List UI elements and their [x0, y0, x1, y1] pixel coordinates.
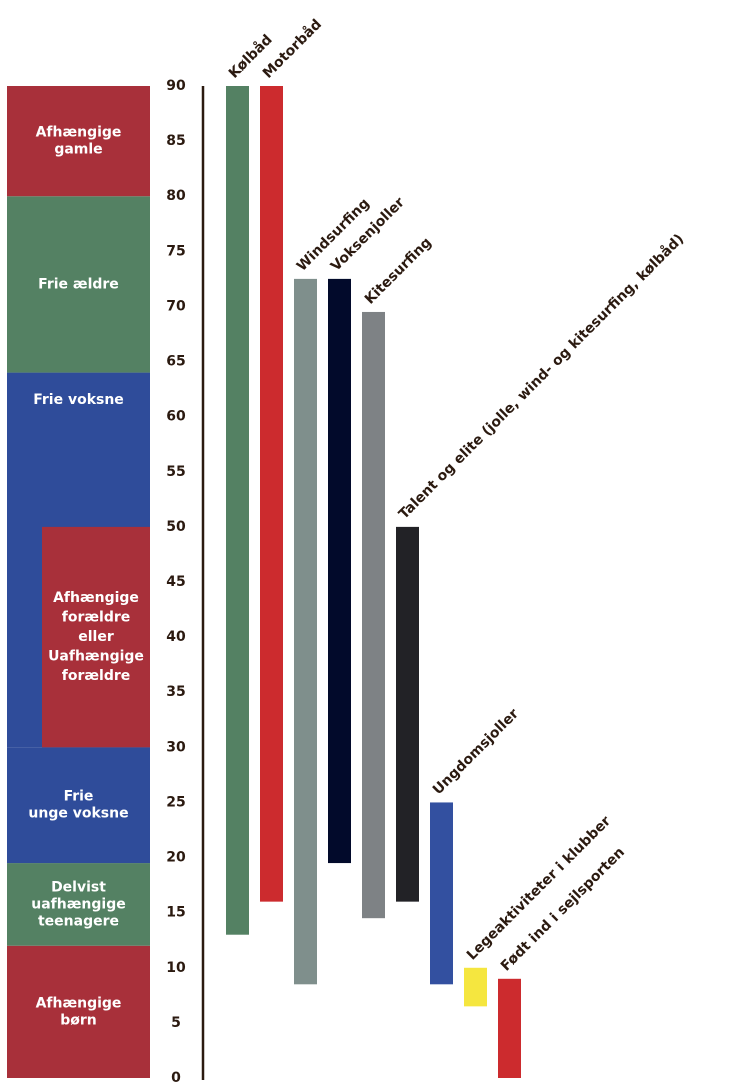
range-bar	[396, 526, 419, 902]
y-tick-label: 85	[166, 133, 185, 149]
stage-label: forældre	[62, 668, 131, 684]
stage-label: Afhængige	[36, 125, 122, 141]
y-tick-label: 90	[166, 78, 186, 94]
y-tick-label: 75	[166, 243, 185, 259]
stage-block	[7, 86, 150, 197]
bar-label: Kitesurfing	[362, 234, 435, 307]
range-bar	[328, 278, 351, 864]
bar-label: Talent og elite (jolle, wind- og kitesur…	[395, 230, 687, 522]
range-bar	[294, 278, 317, 985]
range-bar	[260, 86, 283, 902]
y-tick-label: 25	[166, 794, 185, 810]
y-tick-label: 30	[166, 739, 186, 755]
stage-label: Afhængige	[53, 590, 139, 606]
stage-label: børn	[60, 1012, 97, 1028]
stage-block	[7, 747, 150, 864]
y-tick-label: 70	[166, 298, 186, 314]
range-bar	[226, 86, 249, 935]
y-tick-label: 45	[166, 574, 185, 590]
stage-label: Frie ældre	[38, 276, 119, 292]
stage-block	[7, 196, 150, 373]
stage-label: Uafhængige	[48, 649, 144, 665]
y-tick-label: 60	[166, 409, 186, 425]
stage-label: teenagere	[38, 913, 119, 929]
range-bar	[464, 967, 487, 1007]
y-tick-label: 50	[166, 519, 186, 535]
range-bar	[498, 978, 521, 1078]
y-tick-label: 0	[171, 1070, 181, 1086]
range-bar	[430, 802, 453, 985]
stage-label: Delvist	[51, 879, 106, 895]
stage-label: forældre	[62, 610, 131, 626]
stage-block	[7, 863, 150, 946]
stage-label: uafhængige	[31, 896, 125, 912]
bar-label: Ungdomsjoller	[430, 706, 522, 798]
y-tick-label: 35	[166, 684, 185, 700]
stage-block	[7, 945, 150, 1078]
stage-label: Afhængige	[36, 995, 122, 1011]
stage-label: gamle	[54, 142, 102, 158]
y-tick-label: 20	[166, 850, 186, 866]
stage-label: eller	[78, 629, 114, 645]
stage-label: Frie	[64, 789, 94, 805]
y-tick-label: 80	[166, 188, 186, 204]
y-tick-label: 10	[166, 960, 186, 976]
y-tick-label: 5	[171, 1015, 181, 1031]
stage-block	[42, 526, 150, 748]
stage-label: Frie voksne	[33, 392, 124, 408]
stage-label: unge voksne	[28, 806, 128, 822]
y-tick-label: 15	[166, 905, 185, 921]
y-tick-label: 40	[166, 629, 186, 645]
range-bar	[362, 311, 385, 919]
y-tick-label: 65	[166, 354, 185, 370]
y-tick-label: 55	[166, 464, 185, 480]
